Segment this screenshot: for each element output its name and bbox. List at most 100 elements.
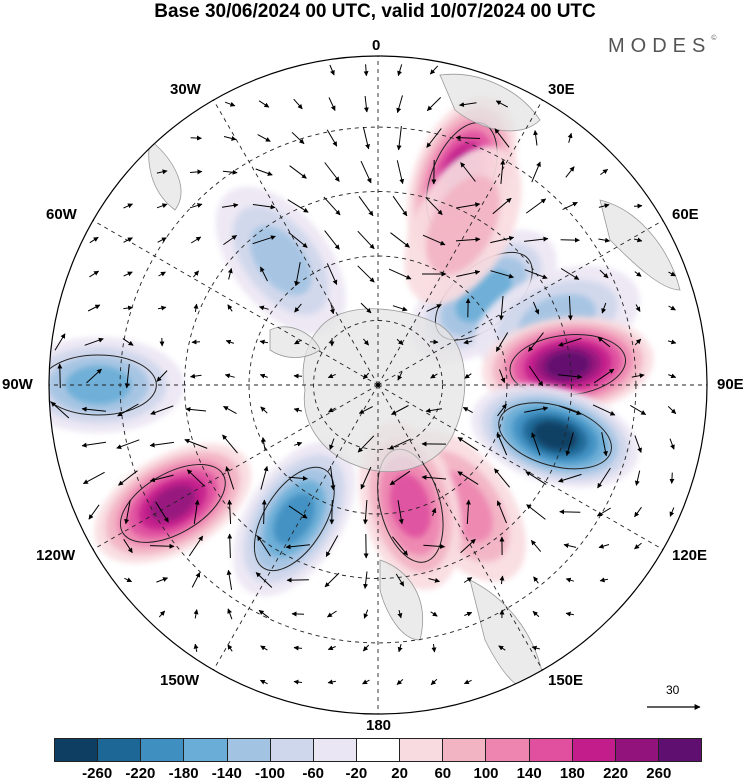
anomaly-contour bbox=[426, 175, 500, 275]
wind-arrow bbox=[190, 373, 202, 379]
wind-arrow bbox=[258, 609, 270, 619]
vector-reference-value: 30 bbox=[666, 683, 680, 697]
wind-arrow bbox=[287, 199, 309, 213]
wind-arrow bbox=[669, 472, 675, 484]
wind-arrow bbox=[425, 196, 443, 216]
anomaly-contour bbox=[149, 485, 196, 522]
wind-arrow bbox=[422, 234, 446, 246]
wind-arrow bbox=[54, 333, 66, 351]
wind-arrow bbox=[634, 435, 642, 453]
wind-arrow bbox=[189, 203, 203, 209]
wind-arrow bbox=[363, 571, 369, 589]
wind-arrow bbox=[426, 304, 442, 312]
wind-arrow bbox=[363, 95, 369, 113]
wind-arrow bbox=[193, 303, 199, 312]
wind-arrow bbox=[118, 470, 138, 486]
colorbar-swatch bbox=[356, 739, 401, 761]
wind-arrow bbox=[558, 337, 582, 347]
wind-arrow bbox=[222, 434, 238, 454]
wind-arrow bbox=[634, 542, 642, 550]
wind-arrow bbox=[462, 406, 473, 414]
brand-name: MODES bbox=[608, 35, 712, 57]
wind-arrow bbox=[565, 611, 574, 617]
wind-arrow bbox=[430, 678, 438, 686]
wind-arrow bbox=[87, 304, 101, 312]
colorbar-tick-label: 180 bbox=[559, 765, 585, 782]
colorbar-tick-label: -140 bbox=[211, 765, 242, 782]
wind-arrow bbox=[463, 339, 473, 345]
wind-arrow bbox=[567, 295, 573, 321]
wind-arrow bbox=[389, 470, 411, 486]
wind-arrow bbox=[149, 543, 175, 549]
wind-arrow bbox=[457, 436, 479, 452]
wind-arrow bbox=[255, 572, 273, 588]
wind-arrow bbox=[397, 371, 403, 381]
meridian-line bbox=[213, 384, 379, 671]
wind-arrow bbox=[260, 645, 268, 651]
wind-arrow bbox=[252, 235, 276, 245]
wind-arrow bbox=[600, 168, 609, 176]
anomaly-contour bbox=[545, 351, 591, 380]
wind-arrow bbox=[158, 305, 167, 311]
wind-arrow bbox=[191, 572, 201, 588]
wind-arrow bbox=[193, 643, 199, 653]
wind-arrow bbox=[223, 135, 237, 141]
colorbar-tick-label: 20 bbox=[391, 765, 408, 782]
wind-arrow bbox=[156, 169, 168, 175]
wind-arrow bbox=[533, 576, 539, 584]
wind-arrow bbox=[524, 269, 548, 280]
wind-arrow bbox=[464, 373, 472, 379]
wind-arrow bbox=[150, 405, 174, 415]
wind-arrow bbox=[599, 269, 609, 279]
wind-arrow bbox=[191, 339, 201, 345]
wind-arrow bbox=[324, 230, 340, 250]
anomaly-center bbox=[404, 146, 522, 305]
wind-arrow bbox=[156, 577, 169, 583]
landmass bbox=[379, 559, 423, 641]
wind-arrow bbox=[463, 577, 473, 583]
wind-arrow bbox=[388, 438, 412, 450]
wind-arrow bbox=[294, 339, 302, 345]
wind-arrow bbox=[291, 131, 305, 145]
wind-arrow bbox=[559, 509, 581, 515]
anomaly-field bbox=[49, 95, 654, 597]
wind-arrow bbox=[426, 97, 442, 111]
wind-vectors bbox=[50, 64, 677, 686]
colorbar-tick-label: -180 bbox=[168, 765, 199, 782]
wind-arrow bbox=[190, 169, 203, 175]
wind-arrow bbox=[225, 339, 234, 345]
wind-arrow bbox=[224, 373, 235, 379]
colorbar-swatch bbox=[443, 739, 487, 761]
wind-arrow bbox=[57, 363, 63, 389]
wind-arrow bbox=[225, 466, 235, 490]
wind-arrow bbox=[259, 339, 268, 345]
brand-mark: © bbox=[711, 35, 717, 42]
wind-arrow bbox=[634, 271, 642, 277]
wind-arrow bbox=[633, 237, 643, 243]
wind-arrow bbox=[391, 405, 409, 415]
colorbar-swatch bbox=[227, 739, 271, 761]
wind-arrow bbox=[193, 609, 199, 619]
wind-arrow bbox=[592, 404, 616, 416]
wind-arrow bbox=[465, 499, 471, 525]
wind-arrow bbox=[601, 302, 607, 314]
wind-arrow bbox=[156, 203, 168, 209]
wind-arrow bbox=[261, 499, 267, 525]
wind-arrow bbox=[289, 165, 307, 179]
wind-arrow bbox=[396, 679, 404, 685]
colorbar-ticks: -260 -220 -180 -140 -100 -60 -20 20 60 100 140 180 2… bbox=[0, 765, 750, 783]
wind-arrow bbox=[492, 197, 512, 215]
map-title: Base 30/06/2024 00 UTC, valid 10/07/2024… bbox=[154, 1, 596, 22]
wind-arrow bbox=[260, 406, 268, 414]
anomaly-contour bbox=[273, 493, 316, 545]
land-masses bbox=[148, 73, 681, 693]
wind-arrow bbox=[259, 679, 268, 685]
colorbar-swatch bbox=[400, 739, 444, 761]
wind-arrow bbox=[528, 365, 544, 387]
wind-arrow bbox=[524, 406, 549, 413]
lon-label-60e: 60E bbox=[672, 206, 699, 223]
wind-arrow bbox=[598, 543, 610, 549]
wind-arrow bbox=[255, 168, 273, 176]
landmass bbox=[599, 199, 681, 291]
wind-arrow bbox=[188, 535, 204, 557]
